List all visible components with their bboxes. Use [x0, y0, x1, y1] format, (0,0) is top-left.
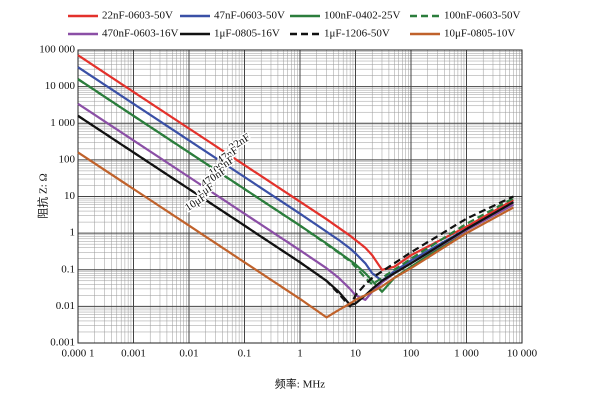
legend-label: 100nF-0402-25V [324, 10, 400, 22]
legend-label: 22nF-0603-50V [102, 10, 173, 22]
legend-label: 1μF-0805-16V [214, 28, 280, 40]
series-line [77, 151, 514, 319]
x-tick-label: 0.01 [179, 348, 198, 360]
x-tick-label: 1 000 [454, 348, 479, 360]
y-tick-label: 1 [70, 227, 76, 239]
series-line [77, 114, 514, 308]
legend-label: 10μF-0805-10V [444, 28, 515, 40]
x-axis-label: 频率: MHz [275, 377, 326, 391]
y-tick-label: 0.001 [50, 337, 75, 349]
legend-label: 1μF-1206-50V [324, 28, 390, 40]
y-tick-label: 100 000 [39, 44, 75, 56]
y-tick-label: 0.01 [56, 300, 75, 312]
x-tick-label: 10 [350, 348, 362, 360]
y-tick-label: 10 000 [45, 80, 76, 92]
y-tick-label: 0.1 [61, 263, 75, 275]
x-tick-label: 0.000 1 [62, 348, 95, 360]
legend-label: 470nF-0603-16V [102, 28, 178, 40]
y-tick-label: 1 000 [50, 117, 75, 129]
y-tick-label: 10 [64, 190, 76, 202]
x-tick-label: 0.1 [238, 348, 252, 360]
x-tick-label: 10 000 [507, 348, 538, 360]
x-tick-label: 100 [403, 348, 420, 360]
series-line [77, 66, 514, 282]
legend-label: 47nF-0603-50V [214, 10, 285, 22]
y-tick-label: 100 [59, 153, 76, 165]
y-axis-label: 阻抗 Z: Ω [36, 173, 50, 218]
series-line [77, 54, 514, 271]
series-line [77, 78, 514, 286]
plot-frame [77, 49, 523, 344]
x-tick-label: 0.001 [121, 348, 146, 360]
legend-label: 100nF-0603-50V [444, 10, 520, 22]
x-tick-label: 1 [297, 348, 303, 360]
